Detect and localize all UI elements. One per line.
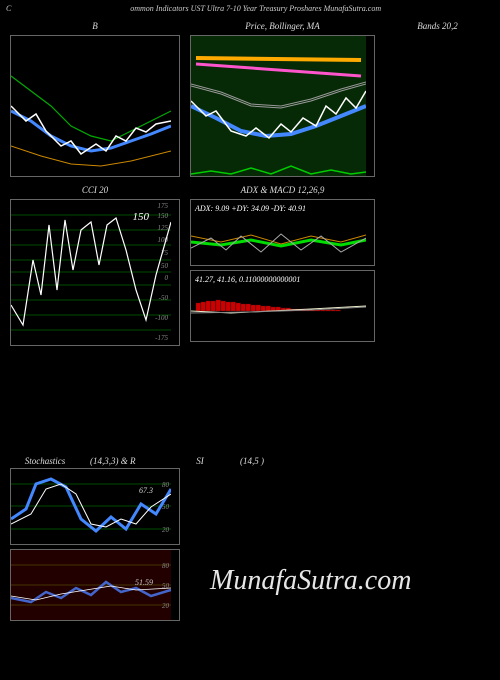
svg-text:67.3: 67.3 [139, 486, 153, 495]
svg-text:50: 50 [161, 262, 169, 270]
svg-text:80: 80 [162, 562, 170, 570]
svg-text:80: 80 [162, 481, 170, 489]
label-bands: Bands 20,2 [385, 21, 490, 31]
svg-text:-175: -175 [155, 334, 168, 342]
svg-text:-100: -100 [155, 314, 168, 322]
label-stoch: Stochastics [10, 456, 80, 466]
row-1: B Price, Bollinger, MA Bands 20,2 [0, 21, 500, 177]
row-3: 80502067.3 80502051.59 [0, 468, 500, 621]
panel-cci: CCI 20 17515012510075500-50-100-175150 [10, 185, 180, 346]
panel-bollinger-left: B [10, 21, 180, 177]
svg-text:125: 125 [158, 224, 169, 232]
header-left: C [6, 4, 11, 13]
panel-adx-macd: ADX & MACD 12,26,9 ADX: 9.09 +DY: 34.09 … [190, 185, 375, 346]
panel-stochastics: 80502067.3 80502051.59 [10, 468, 180, 621]
chart-rsi: 80502051.59 [10, 549, 180, 621]
svg-text:51.59: 51.59 [135, 578, 153, 587]
title-b: B [10, 21, 180, 33]
title-cci: CCI 20 [10, 185, 180, 197]
label-si-params: (14,5 ) [240, 456, 490, 466]
chart-adx: ADX: 9.09 +DY: 34.09 -DY: 40.91 [190, 199, 375, 266]
svg-text:20: 20 [162, 526, 170, 534]
chart-bollinger-left [10, 35, 180, 177]
panel-bands-label: Bands 20,2 [385, 21, 490, 177]
svg-text:0: 0 [165, 274, 169, 282]
svg-text:150: 150 [133, 211, 150, 223]
svg-text:41.27, 41.16, 0.11000000000001: 41.27, 41.16, 0.11000000000001 [195, 275, 300, 284]
row-2: CCI 20 17515012510075500-50-100-175150 A… [0, 185, 500, 346]
svg-text:20: 20 [162, 602, 170, 610]
row-3-titles: Stochastics (14,3,3) & R SI (14,5 ) [0, 456, 500, 466]
chart-cci: 17515012510075500-50-100-175150 [10, 199, 180, 346]
label-si: SI [170, 456, 230, 466]
label-stoch-params: (14,3,3) & R [90, 456, 160, 466]
svg-text:-50: -50 [159, 294, 169, 302]
title-adx-macd: ADX & MACD 12,26,9 [190, 185, 375, 197]
header-text: ommon Indicators UST Ultra 7-10 Year Tre… [130, 4, 381, 13]
chart-macd: 41.27, 41.16, 0.11000000000001 [190, 270, 375, 342]
title-price-ma: Price, Bollinger, MA [190, 21, 375, 33]
chart-stoch: 80502067.3 [10, 468, 180, 545]
page-header: C ommon Indicators UST Ultra 7-10 Year T… [0, 0, 500, 17]
chart-price-ma [190, 35, 375, 177]
svg-text:150: 150 [158, 212, 169, 220]
panel-price-ma: Price, Bollinger, MA [190, 21, 375, 177]
svg-text:175: 175 [158, 202, 169, 210]
svg-text:ADX: 9.09 +DY: 34.09 -DY: 40.9: ADX: 9.09 +DY: 34.09 -DY: 40.91 [194, 204, 306, 213]
